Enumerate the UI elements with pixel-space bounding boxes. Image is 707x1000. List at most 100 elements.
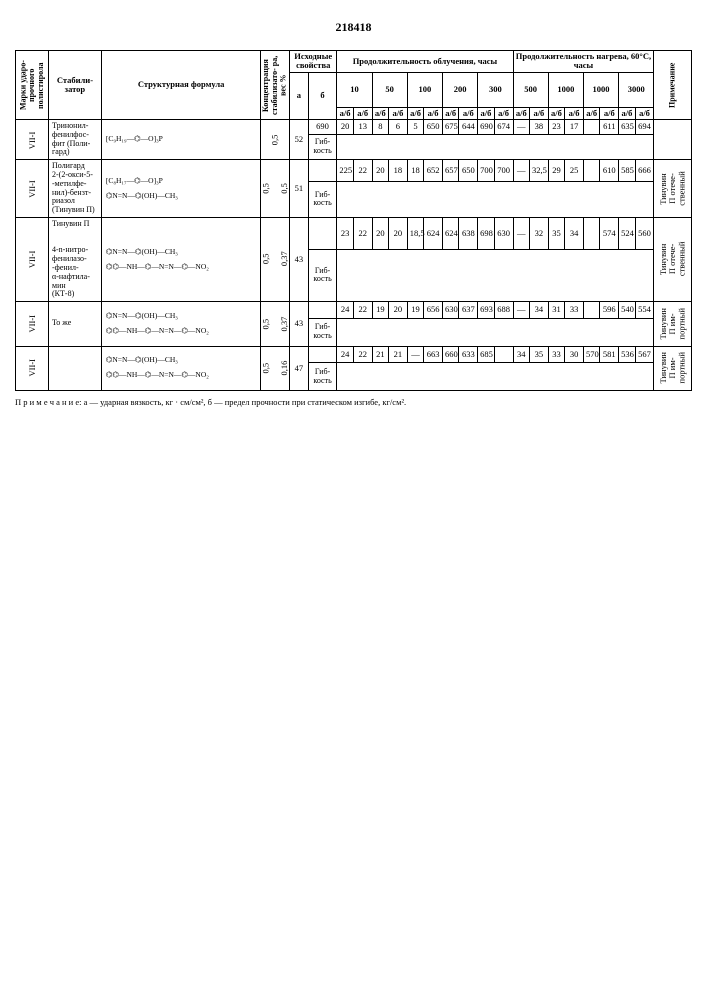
- cell-spacer: [337, 135, 654, 160]
- cell: 596: [600, 302, 619, 319]
- cell: 34: [513, 346, 530, 363]
- cell: 536: [619, 346, 636, 363]
- cell: 638: [459, 217, 478, 249]
- hdr-struct: Структурная формула: [101, 51, 261, 120]
- cell: 574: [600, 217, 619, 249]
- cell: 675: [442, 120, 459, 135]
- cell-prim: ТинувинП им-портный: [654, 302, 692, 346]
- cell-marki: VII-I: [16, 217, 49, 301]
- hdr-a: а: [290, 72, 309, 119]
- cell: 637: [459, 302, 478, 319]
- hdr-h300: 300: [478, 72, 513, 107]
- cell: [494, 346, 513, 363]
- cell-conc: 0,5: [261, 120, 290, 160]
- cell: 652: [424, 160, 443, 182]
- cell: 560: [635, 217, 654, 249]
- hdr-ish: Исходные свойства: [290, 51, 337, 73]
- cell-b-lbl: Гиб-кость: [308, 249, 337, 302]
- cell: 674: [494, 120, 513, 135]
- cell: 19: [372, 302, 389, 319]
- cell-marki: VII-I: [16, 160, 49, 218]
- cell: 35: [530, 346, 549, 363]
- cell: 33: [565, 302, 584, 319]
- hdr-ab: а/б: [353, 107, 372, 119]
- cell-marki: VII-I: [16, 120, 49, 160]
- cell-b-val: [308, 302, 337, 319]
- hdr-ab: а/б: [583, 107, 600, 119]
- cell: 32: [530, 217, 549, 249]
- cell-spacer: [337, 363, 654, 391]
- cell: 633: [459, 346, 478, 363]
- cell: 660: [442, 346, 459, 363]
- cell: 20: [389, 217, 408, 249]
- hdr-ab: а/б: [478, 107, 495, 119]
- cell: 21: [389, 346, 408, 363]
- cell-struct: ⌬N=N—⌬(OH)—CH₃⌬⌬—NH—⌬—N=N—⌬—NO₂: [101, 346, 261, 390]
- hdr-ab: а/б: [372, 107, 389, 119]
- cell: 554: [635, 302, 654, 319]
- cell-stab: Тринонил-фенилфос-фит (Поли-гард): [49, 120, 102, 160]
- doc-number: 218418: [15, 20, 692, 35]
- hdr-obluch: Продолжительность облучения, часы: [337, 51, 513, 73]
- cell: 685: [478, 346, 495, 363]
- hdr-h100: 100: [407, 72, 442, 107]
- cell: 581: [600, 346, 619, 363]
- cell: 30: [565, 346, 584, 363]
- cell-a: 43: [290, 302, 309, 346]
- cell-prim: ТинувинП отече-ственный: [654, 160, 692, 218]
- cell-prim: [654, 120, 692, 160]
- cell: 698: [478, 217, 495, 249]
- cell-prim: ТинувинП им-портный: [654, 346, 692, 390]
- cell-a: 43: [290, 217, 309, 301]
- cell: 22: [353, 302, 372, 319]
- cell: 20: [372, 217, 389, 249]
- cell: 688: [494, 302, 513, 319]
- cell-b-lbl: Гиб-кость: [308, 181, 337, 217]
- hdr-h200: 200: [442, 72, 477, 107]
- cell: 693: [478, 302, 495, 319]
- cell-b-lbl: Гиб-кость: [308, 318, 337, 346]
- table-row: VII-IТинувин П4-n-нитро-фенилазо--фенил-…: [16, 217, 692, 249]
- hdr-ab: а/б: [548, 107, 565, 119]
- hdr-n1000: 1000: [548, 72, 583, 107]
- hdr-ab: а/б: [442, 107, 459, 119]
- cell: 567: [635, 346, 654, 363]
- cell-marki: VII-I: [16, 302, 49, 346]
- cell-marki: VII-I: [16, 346, 49, 390]
- cell: —: [513, 120, 530, 135]
- cell-a: 52: [290, 120, 309, 160]
- table-row: VII-I⌬N=N—⌬(OH)—CH₃⌬⌬—NH—⌬—N=N—⌬—NO₂0,50…: [16, 346, 692, 363]
- table-row: VII-IТринонил-фенилфос-фит (Поли-гард)[C…: [16, 120, 692, 135]
- cell: 31: [548, 302, 565, 319]
- cell: 644: [459, 120, 478, 135]
- cell: 8: [372, 120, 389, 135]
- hdr-prim: Примечание: [654, 51, 692, 120]
- cell: —: [513, 160, 530, 182]
- cell: 524: [619, 217, 636, 249]
- cell: 18: [407, 160, 424, 182]
- hdr-ab: а/б: [459, 107, 478, 119]
- cell: 694: [635, 120, 654, 135]
- hdr-ab: а/б: [513, 107, 530, 119]
- cell-stab: Полигард2-(2-окси-5--метилфе-нил)-бензт-…: [49, 160, 102, 218]
- cell: 690: [478, 120, 495, 135]
- data-table: Марки ударо- прочного полистирола Стабил…: [15, 50, 692, 391]
- hdr-ab: а/б: [530, 107, 549, 119]
- cell: 630: [494, 217, 513, 249]
- cell-b-val: 690: [308, 120, 337, 135]
- cell-stab: [49, 346, 102, 390]
- cell: 663: [424, 346, 443, 363]
- hdr-h50: 50: [372, 72, 407, 107]
- cell-spacer: [337, 318, 654, 346]
- cell: 17: [565, 120, 584, 135]
- hdr-ab: а/б: [337, 107, 354, 119]
- hdr-ab: а/б: [424, 107, 443, 119]
- cell-a: 51: [290, 160, 309, 218]
- cell-stab: Тинувин П4-n-нитро-фенилазо--фенил-α-наф…: [49, 217, 102, 301]
- cell: 24: [337, 346, 354, 363]
- cell-struct: ⌬N=N—⌬(OH)—CH₃⌬⌬—NH—⌬—N=N—⌬—NO₂: [101, 217, 261, 301]
- cell-b-lbl: Гиб-кость: [308, 363, 337, 391]
- cell: 25: [565, 160, 584, 182]
- cell: —: [407, 346, 424, 363]
- cell: 22: [353, 160, 372, 182]
